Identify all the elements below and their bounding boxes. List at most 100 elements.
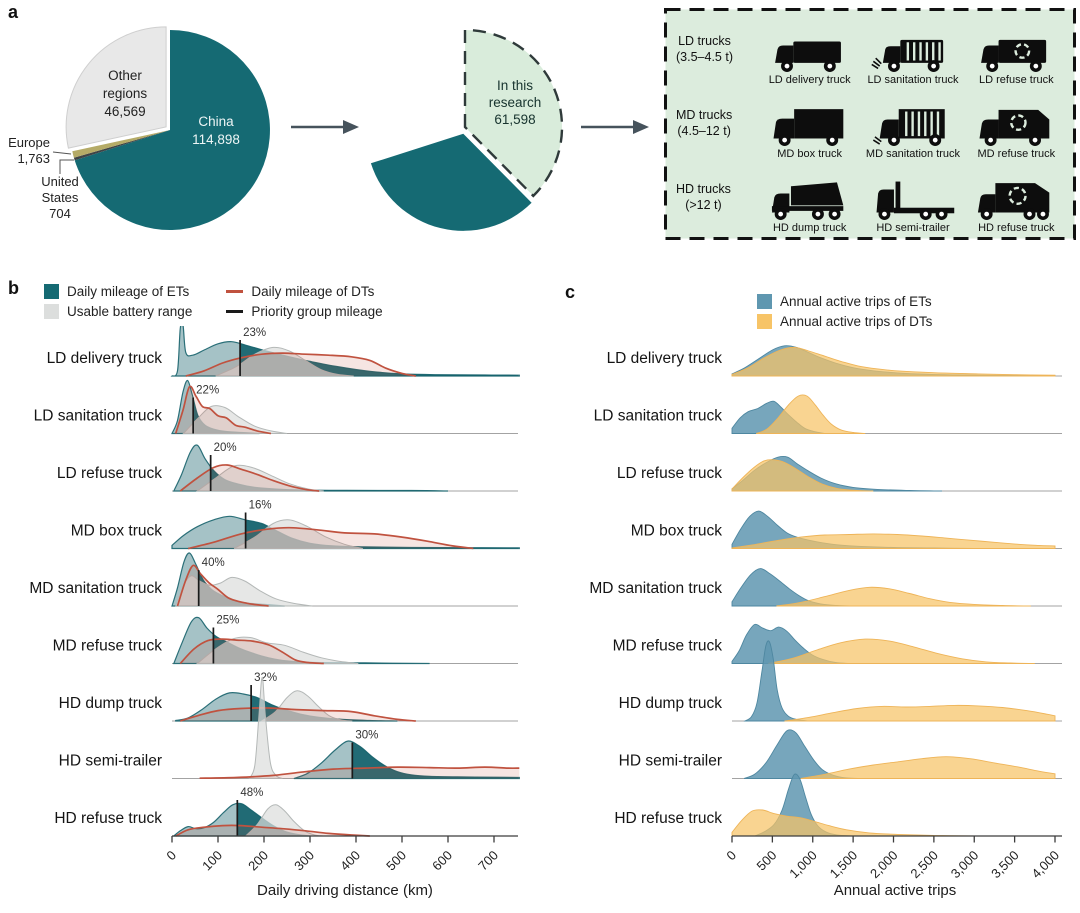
legend-label: Annual active trips of ETs — [780, 294, 932, 309]
dt-mileage-fill — [175, 386, 271, 434]
black-line-swatch-icon — [226, 310, 244, 313]
truck-item: MD refuse truck — [972, 86, 1060, 162]
truck-item: LD delivery truck — [766, 12, 854, 88]
remainder-slice — [370, 133, 532, 231]
world-pie-chart: China 114,898 Other regions 46,569 Europe1,76… — [8, 26, 270, 230]
x-tick-label: 3,500 — [988, 848, 1022, 882]
dt-mileage-line — [180, 707, 416, 722]
row-label: MD box truck — [71, 523, 163, 540]
ld-sanitation-truck-icon — [871, 39, 944, 73]
legend-label: Annual active trips of DTs — [780, 314, 933, 329]
truck-caption: HD semi-trailer — [876, 222, 950, 234]
dt-mileage-line — [174, 385, 272, 435]
truck-item: MD box truck — [766, 86, 854, 162]
panel-c-letter: c — [565, 282, 576, 302]
x-tick-label: 0 — [163, 848, 179, 864]
panel-c-ridgeline-chart: LD delivery truck LD sanitation truck LD r… — [589, 345, 1062, 882]
row-label: LD delivery truck — [607, 350, 723, 367]
x-tick-label: 2,000 — [867, 848, 901, 882]
dt-mileage-line — [175, 824, 370, 837]
priority-percent-label: 40% — [202, 557, 225, 569]
row-label: MD box truck — [631, 523, 723, 540]
truck-caption: MD sanitation truck — [865, 148, 961, 160]
pie-slice-china — [74, 30, 270, 230]
panel-c-legend: Annual active trips of ETs Annual active… — [757, 294, 932, 329]
dt-mileage-fill — [188, 527, 474, 549]
dt-trips-area — [768, 638, 1035, 664]
truck-caption: HD dump truck — [772, 222, 847, 234]
truck-caption: LD sanitation truck — [867, 74, 959, 86]
dt-mileage-line — [179, 464, 320, 492]
et-priority-area — [352, 741, 518, 779]
row-label: LD refuse truck — [57, 465, 162, 482]
blue-swatch-icon — [757, 294, 772, 309]
x-tick-label: 1,500 — [827, 848, 861, 882]
arrow-right-icon — [581, 120, 649, 134]
legend-item: Priority group mileage — [226, 304, 383, 319]
dt-mileage-fill — [185, 353, 416, 376]
united-states-label: 704 — [49, 206, 71, 221]
pie-slice-united-states — [73, 130, 170, 161]
europe-label: Europe — [8, 135, 50, 150]
truck-caption: HD refuse truck — [978, 222, 1055, 234]
teal-swatch-icon — [44, 284, 59, 299]
priority-percent-label: 16% — [249, 500, 272, 512]
truck-caption: MD refuse truck — [977, 148, 1056, 160]
pie-slice-europe — [72, 130, 170, 158]
x-tick-label: 700 — [475, 848, 501, 874]
dt-mileage-fill — [177, 565, 269, 606]
truck-group-label: MD trucks (4.5–12 t) — [676, 108, 733, 138]
legend-item: Usable battery range — [44, 304, 192, 319]
battery-range-area — [233, 519, 364, 549]
x-tick-label: 100 — [199, 848, 225, 874]
panel-a-letter: a — [8, 2, 19, 22]
battery-range-area — [248, 676, 283, 779]
truck-group-label: HD trucks (>12 t) — [676, 182, 731, 212]
x-tick-label: 3,000 — [948, 848, 982, 882]
europe-label: 1,763 — [17, 151, 50, 166]
battery-range-area — [174, 575, 313, 607]
yellow-swatch-icon — [757, 314, 772, 329]
row-label: MD refuse truck — [53, 638, 163, 655]
truck-group-label: LD trucks (3.5–4.5 t) — [676, 34, 733, 64]
battery-range-area — [260, 690, 353, 722]
dt-mileage-line — [176, 564, 269, 607]
dt-trips-area — [731, 809, 975, 837]
md-refuse-truck-icon — [979, 109, 1050, 147]
dt-trips-area — [731, 533, 1056, 549]
battery-range-area — [215, 346, 354, 377]
battery-range-area — [182, 405, 288, 434]
gray-swatch-icon — [44, 304, 59, 319]
row-label: MD refuse truck — [613, 638, 723, 655]
in-research-label: 61,598 — [494, 112, 535, 127]
ld-refuse-truck-icon — [981, 39, 1047, 73]
panel-b-letter: b — [8, 278, 19, 298]
hd-refuse-truck-icon — [978, 183, 1050, 221]
united-states-label: States — [42, 190, 79, 205]
row-label: HD refuse truck — [614, 810, 722, 827]
row-label: HD refuse truck — [54, 810, 162, 827]
md-sanitation-truck-icon — [872, 109, 945, 147]
panel-c-x-axis-title: Annual active trips — [833, 882, 957, 899]
row-label: HD semi-trailer — [619, 753, 722, 770]
in-research-slice — [463, 28, 564, 198]
row-label: MD sanitation truck — [29, 580, 162, 597]
dt-mileage-line — [185, 352, 416, 377]
x-tick-label: 500 — [754, 848, 780, 874]
research-pie-chart: In this research 61,598 — [370, 28, 564, 231]
dt-mileage-fill — [180, 707, 416, 721]
legend-item: Annual active trips of ETs — [757, 294, 932, 309]
row-label: LD delivery truck — [47, 350, 163, 367]
panel-b-ridgeline-chart: 23% LD delivery truck 22% LD sanitation tru… — [29, 326, 520, 874]
truck-caption: LD delivery truck — [768, 74, 851, 86]
x-tick-label: 2,500 — [907, 848, 941, 882]
row-label: LD sanitation truck — [34, 408, 163, 425]
row-label: MD sanitation truck — [589, 580, 722, 597]
row-label: HD dump truck — [59, 695, 163, 712]
row-label: LD sanitation truck — [594, 408, 723, 425]
hd-semi-truck-icon — [876, 181, 955, 221]
priority-percent-label: 22% — [196, 385, 219, 397]
other-regions-label: 46,569 — [104, 104, 145, 119]
ld-delivery-truck-icon — [774, 41, 841, 73]
